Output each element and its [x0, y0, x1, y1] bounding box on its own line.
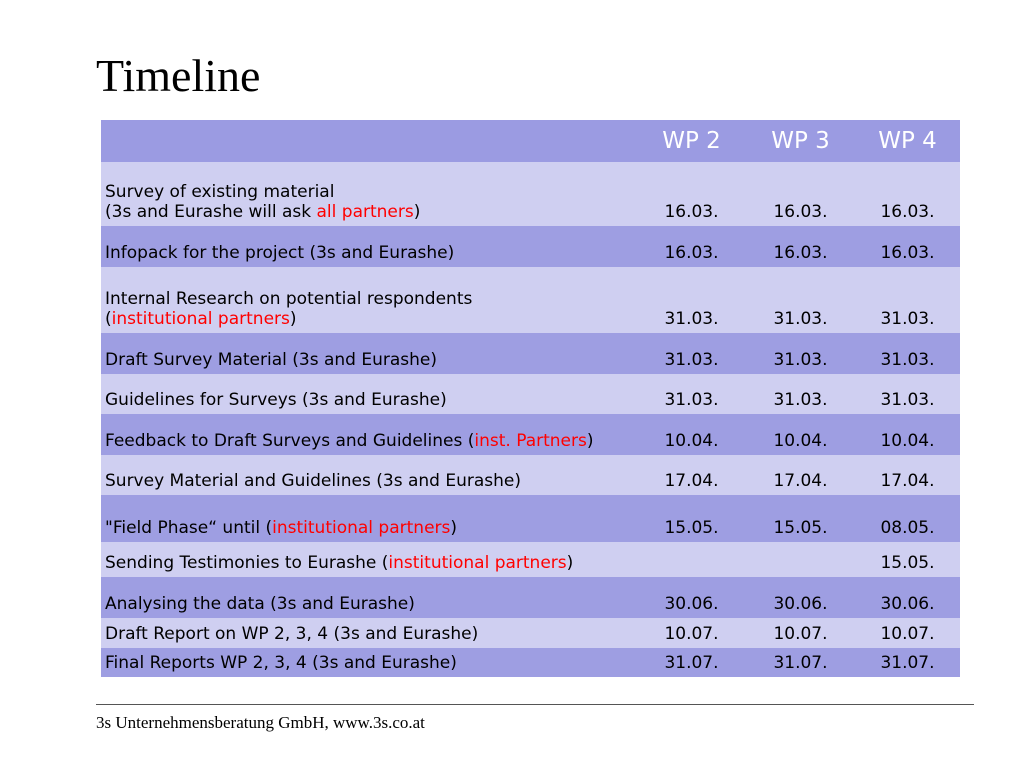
task-text: "Field Phase“ until ( [105, 518, 273, 538]
task-text: ) [413, 202, 421, 222]
task-cell: Draft Report on WP 2, 3, 4 (3s and Euras… [101, 618, 637, 648]
footer-text: 3s Unternehmensberatung GmbH, www.3s.co.… [96, 713, 425, 732]
table-row: Guidelines for Surveys (3s and Eurashe) 3… [101, 374, 960, 414]
task-text: (3s and Eurashe will ask [105, 202, 317, 222]
highlighted-partner-text: institutional partners [272, 518, 451, 538]
date-cell-wp4: 16.03. [880, 243, 935, 263]
date-cell-wp3: 16.03. [773, 243, 828, 263]
date-cell-wp3: 16.03. [773, 202, 828, 222]
date-cell-wp2: 16.03. [664, 202, 719, 222]
table-row: Draft Report on WP 2, 3, 4 (3s and Euras… [101, 618, 960, 648]
highlighted-partner-text: institutional partners [388, 553, 567, 573]
task-text: Final Reports WP 2, 3, 4 (3s and Eurashe… [105, 653, 457, 673]
date-cell-wp3: 30.06. [773, 594, 828, 614]
highlighted-partner-text: all partners [316, 202, 414, 222]
table-row: Analysing the data (3s and Eurashe) 30.06… [101, 577, 960, 618]
date-cell-wp4: 31.03. [880, 309, 935, 329]
header-wp4: WP 4 [878, 128, 937, 154]
table-row: Final Reports WP 2, 3, 4 (3s and Eurashe… [101, 648, 960, 677]
date-cell-wp4: 30.06. [880, 594, 935, 614]
date-cell-wp4: 10.07. [880, 624, 935, 644]
task-cell: Internal Research on potential responden… [101, 267, 637, 333]
task-cell: Sending Testimonies to Eurashe (institut… [101, 542, 637, 577]
task-cell: Draft Survey Material (3s and Eurashe) [101, 333, 637, 374]
date-cell-wp2 [637, 542, 746, 577]
table-row: Feedback to Draft Surveys and Guidelines… [101, 414, 960, 455]
date-cell-wp4: 17.04. [880, 471, 935, 491]
date-cell-wp4: 10.04. [880, 431, 935, 451]
date-cell-wp4: 08.05. [880, 518, 935, 538]
date-cell-wp3: 10.04. [773, 431, 828, 451]
task-text: Sending Testimonies to Eurashe ( [105, 553, 389, 573]
task-text: Analysing the data (3s and Eurashe) [105, 594, 415, 614]
date-cell-wp3: 31.07. [773, 653, 828, 673]
task-cell: Survey of existing material (3s and Euras… [101, 162, 637, 226]
task-cell: Feedback to Draft Surveys and Guidelines… [101, 414, 637, 455]
date-cell-wp3: 31.03. [773, 309, 828, 329]
date-cell-wp2: 10.07. [664, 624, 719, 644]
footer-divider [96, 704, 974, 705]
task-text: Feedback to Draft Surveys and Guidelines… [105, 431, 475, 451]
slide-title: Timeline [96, 50, 261, 101]
task-cell: "Field Phase“ until (institutional partn… [101, 495, 637, 542]
header-wp2: WP 2 [662, 128, 721, 154]
task-text: Draft Report on WP 2, 3, 4 (3s and Euras… [105, 624, 479, 644]
task-text: Survey Material and Guidelines (3s and E… [105, 471, 521, 491]
date-cell-wp2: 17.04. [664, 471, 719, 491]
task-text: ) [450, 518, 458, 538]
date-cell-wp2: 10.04. [664, 431, 719, 451]
timeline-table: WP 2 WP 3 WP 4 Survey of existing materi… [101, 120, 960, 677]
table-body: Survey of existing material (3s and Euras… [101, 162, 960, 677]
task-text: Survey of existing material [105, 182, 335, 202]
table-header: WP 2 WP 3 WP 4 [101, 120, 960, 162]
date-cell-wp3 [746, 542, 855, 577]
task-text: Guidelines for Surveys (3s and Eurashe) [105, 390, 447, 410]
date-cell-wp3: 10.07. [773, 624, 828, 644]
date-cell-wp3: 15.05. [773, 518, 828, 538]
table-row: Survey of existing material (3s and Euras… [101, 162, 960, 226]
task-cell: Final Reports WP 2, 3, 4 (3s and Eurashe… [101, 648, 637, 677]
task-cell: Guidelines for Surveys (3s and Eurashe) [101, 374, 637, 414]
table-row: Survey Material and Guidelines (3s and E… [101, 455, 960, 495]
task-cell: Survey Material and Guidelines (3s and E… [101, 455, 637, 495]
header-task-cell [101, 120, 637, 162]
date-cell-wp2: 30.06. [664, 594, 719, 614]
task-text: ( [105, 309, 112, 329]
date-cell-wp2: 31.03. [664, 309, 719, 329]
date-cell-wp2: 31.07. [664, 653, 719, 673]
header-row: WP 2 WP 3 WP 4 [101, 120, 960, 162]
task-cell: Infopack for the project (3s and Eurashe… [101, 226, 637, 267]
table-row: "Field Phase“ until (institutional partn… [101, 495, 960, 542]
date-cell-wp3: 31.03. [773, 350, 828, 370]
date-cell-wp4: 31.03. [880, 390, 935, 410]
date-cell-wp3: 17.04. [773, 471, 828, 491]
date-cell-wp4: 31.07. [880, 653, 935, 673]
highlighted-partner-text: inst. Partners [474, 431, 587, 451]
date-cell-wp4: 16.03. [880, 202, 935, 222]
task-text: ) [586, 431, 594, 451]
table-row: Internal Research on potential responden… [101, 267, 960, 333]
task-text: ) [566, 553, 574, 573]
date-cell-wp2: 16.03. [664, 243, 719, 263]
highlighted-partner-text: institutional partners [111, 309, 290, 329]
task-text: Infopack for the project (3s and Eurashe… [105, 243, 455, 263]
date-cell-wp2: 31.03. [664, 390, 719, 410]
date-cell-wp4: 15.05. [880, 553, 935, 573]
date-cell-wp2: 31.03. [664, 350, 719, 370]
header-wp3: WP 3 [771, 128, 830, 154]
date-cell-wp2: 15.05. [664, 518, 719, 538]
table-row: Infopack for the project (3s and Eurashe… [101, 226, 960, 267]
task-text: ) [289, 309, 297, 329]
task-text: Draft Survey Material (3s and Eurashe) [105, 350, 437, 370]
task-text: Internal Research on potential responden… [105, 289, 473, 309]
task-cell: Analysing the data (3s and Eurashe) [101, 577, 637, 618]
table-row: Draft Survey Material (3s and Eurashe) 31… [101, 333, 960, 374]
table-row: Sending Testimonies to Eurashe (institut… [101, 542, 960, 577]
date-cell-wp3: 31.03. [773, 390, 828, 410]
date-cell-wp4: 31.03. [880, 350, 935, 370]
